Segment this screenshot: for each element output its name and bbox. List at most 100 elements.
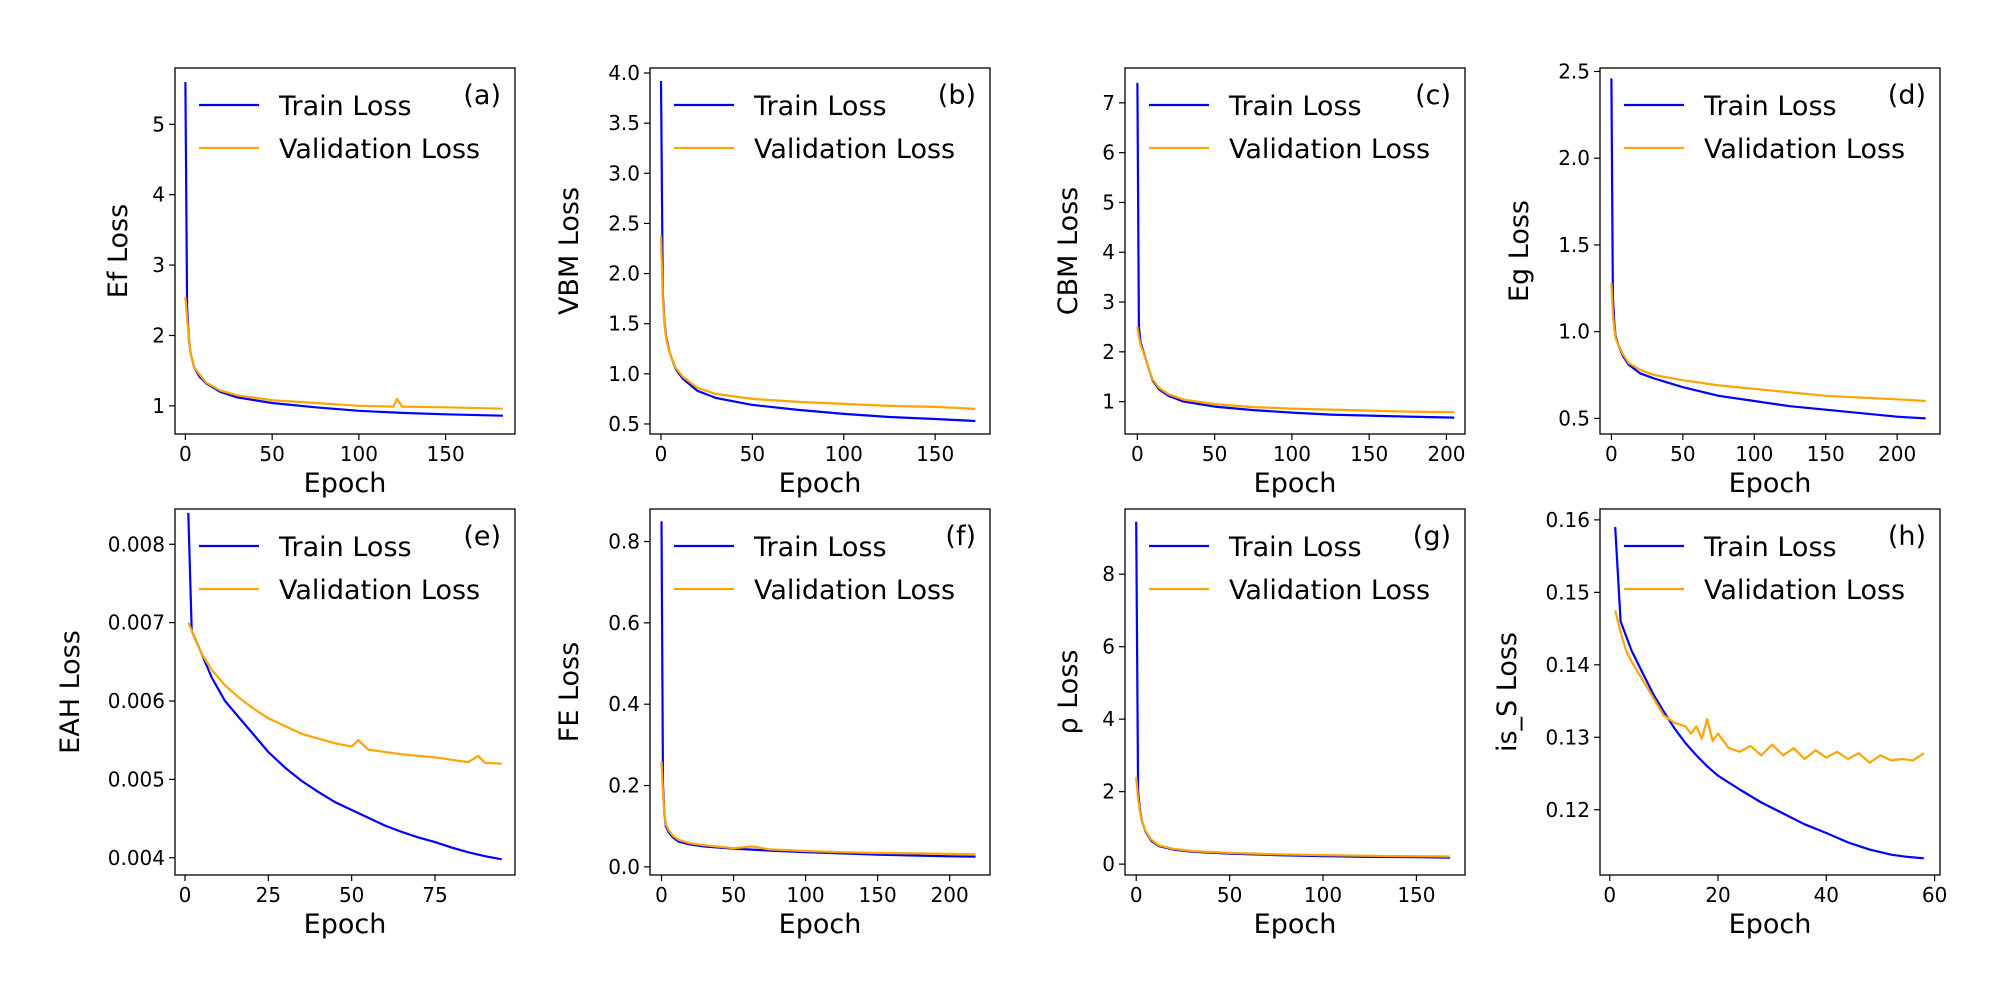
x-tick-label: 50 [1670,442,1695,466]
y-tick-label: 0.16 [1545,508,1590,532]
x-tick-label: 100 [1304,883,1342,907]
y-tick-label: 2.0 [608,262,640,286]
train-loss-line [187,512,502,861]
x-tick-label: 100 [340,442,378,466]
axes-frame [174,508,516,876]
x-axis-label: Epoch [1254,468,1337,499]
axes-frame [1124,67,1466,435]
y-axis-label: EAH Loss [55,630,86,754]
legend-train-label: Train Loss [278,91,412,122]
axes-frame [1599,67,1941,435]
validation-loss-line [184,296,503,410]
train-loss-line [659,80,976,423]
y-tick-label: 4.0 [608,61,640,85]
legend-validation-label: Validation Loss [1704,134,1905,165]
x-axis-label: Epoch [304,468,387,499]
panel-a: 0 50 100 150 1 2 3 4 5 Epoch Ef Loss (a) Train Loss V… [103,67,516,499]
validation-loss-line [1136,326,1455,414]
panel-d: 0 50 100 150 200 0.5 1.0 1.5 2.0 2.5 Epoch Eg Loss (… [1504,59,1941,499]
axes-frame [649,508,991,876]
legend-train-label: Train Loss [1703,532,1837,563]
legend-train-label: Train Loss [753,532,887,563]
legend-validation-label: Validation Loss [1229,134,1430,165]
panel-label: (f) [945,521,976,552]
legend-train-label: Train Loss [1228,91,1362,122]
y-tick-label: 6 [1102,635,1115,659]
x-tick-label: 150 [427,442,465,466]
x-axis-label: Epoch [1729,468,1812,499]
y-tick-label: 5 [1102,190,1115,214]
x-axis-label: Epoch [779,909,862,940]
train-loss-line [1614,527,1924,860]
panel-g: 0 50 100 150 0 2 4 6 8 Epoch ρ Loss (g) Train Loss Va… [1053,508,1466,940]
legend-validation-label: Validation Loss [1229,575,1430,606]
legend-validation-label: Validation Loss [279,134,480,165]
y-tick-label: 4 [152,183,165,207]
x-tick-label: 20 [1705,883,1730,907]
x-tick-label: 100 [825,442,863,466]
legend-train-label: Train Loss [278,532,412,563]
x-tick-label: 0 [1131,442,1144,466]
legend-validation-label: Validation Loss [1704,575,1905,606]
panel-b: 0 50 100 150 0.5 1.0 1.5 2.0 2.5 3.0 3.5 4.0 Epoch VB… [554,61,991,499]
y-tick-label: 1.5 [1558,233,1590,257]
validation-loss-line [1610,283,1926,403]
axes-frame [649,67,991,435]
y-axis-label: ρ Loss [1053,650,1084,735]
x-tick-label: 40 [1814,883,1839,907]
panel-label: (c) [1415,80,1451,111]
y-tick-label: 0.5 [1558,406,1590,430]
axes-frame [174,67,516,435]
y-tick-label: 4 [1102,240,1115,264]
x-axis-label: Epoch [779,468,862,499]
axes-frame [1599,508,1941,876]
train-loss-line [1610,78,1926,420]
x-tick-label: 50 [1202,442,1227,466]
y-tick-label: 0.2 [608,774,640,798]
legend-validation-label: Validation Loss [754,134,955,165]
y-tick-label: 2 [1102,780,1115,804]
x-tick-label: 150 [1350,442,1388,466]
y-tick-label: 1.5 [608,312,640,336]
panel-label: (a) [463,80,501,111]
y-tick-label: 0.004 [108,846,165,870]
x-tick-label: 100 [1735,442,1773,466]
y-tick-label: 0.4 [608,692,640,716]
y-tick-label: 3 [152,253,165,277]
panel-label: (b) [938,80,976,111]
validation-loss-line [660,761,976,856]
y-tick-label: 1 [152,394,165,418]
y-axis-label: Ef Loss [103,204,134,298]
y-tick-label: 0.0 [608,855,640,879]
x-tick-label: 200 [1878,442,1916,466]
x-tick-label: 0 [1130,883,1143,907]
x-tick-label: 25 [256,883,281,907]
x-axis-label: Epoch [1729,909,1812,940]
y-tick-label: 0.13 [1545,725,1590,749]
x-tick-label: 50 [259,442,284,466]
x-tick-label: 0 [655,883,668,907]
y-tick-label: 0.007 [108,611,165,635]
axes-frame [1124,508,1466,876]
panel-label: (g) [1413,521,1451,552]
x-tick-label: 200 [931,883,969,907]
y-axis-label: VBM Loss [554,187,585,315]
x-tick-label: 150 [916,442,954,466]
y-tick-label: 0.14 [1545,653,1590,677]
legend-validation-label: Validation Loss [279,575,480,606]
y-tick-label: 2 [1102,340,1115,364]
y-tick-label: 1 [1102,390,1115,414]
x-tick-label: 100 [1273,442,1311,466]
y-tick-label: 3 [1102,290,1115,314]
validation-loss-line [187,622,502,765]
y-tick-label: 1.0 [608,362,640,386]
panel-f: 0 50 100 150 200 0.0 0.2 0.4 0.6 0.8 Epoch FE Loss (… [554,508,991,940]
panel-label: (h) [1888,521,1926,552]
x-tick-label: 150 [859,883,897,907]
y-tick-label: 0.15 [1545,580,1590,604]
train-loss-line [1135,521,1451,859]
validation-loss-line [659,235,976,410]
y-tick-label: 0.005 [108,767,165,791]
y-axis-label: FE Loss [554,642,585,742]
